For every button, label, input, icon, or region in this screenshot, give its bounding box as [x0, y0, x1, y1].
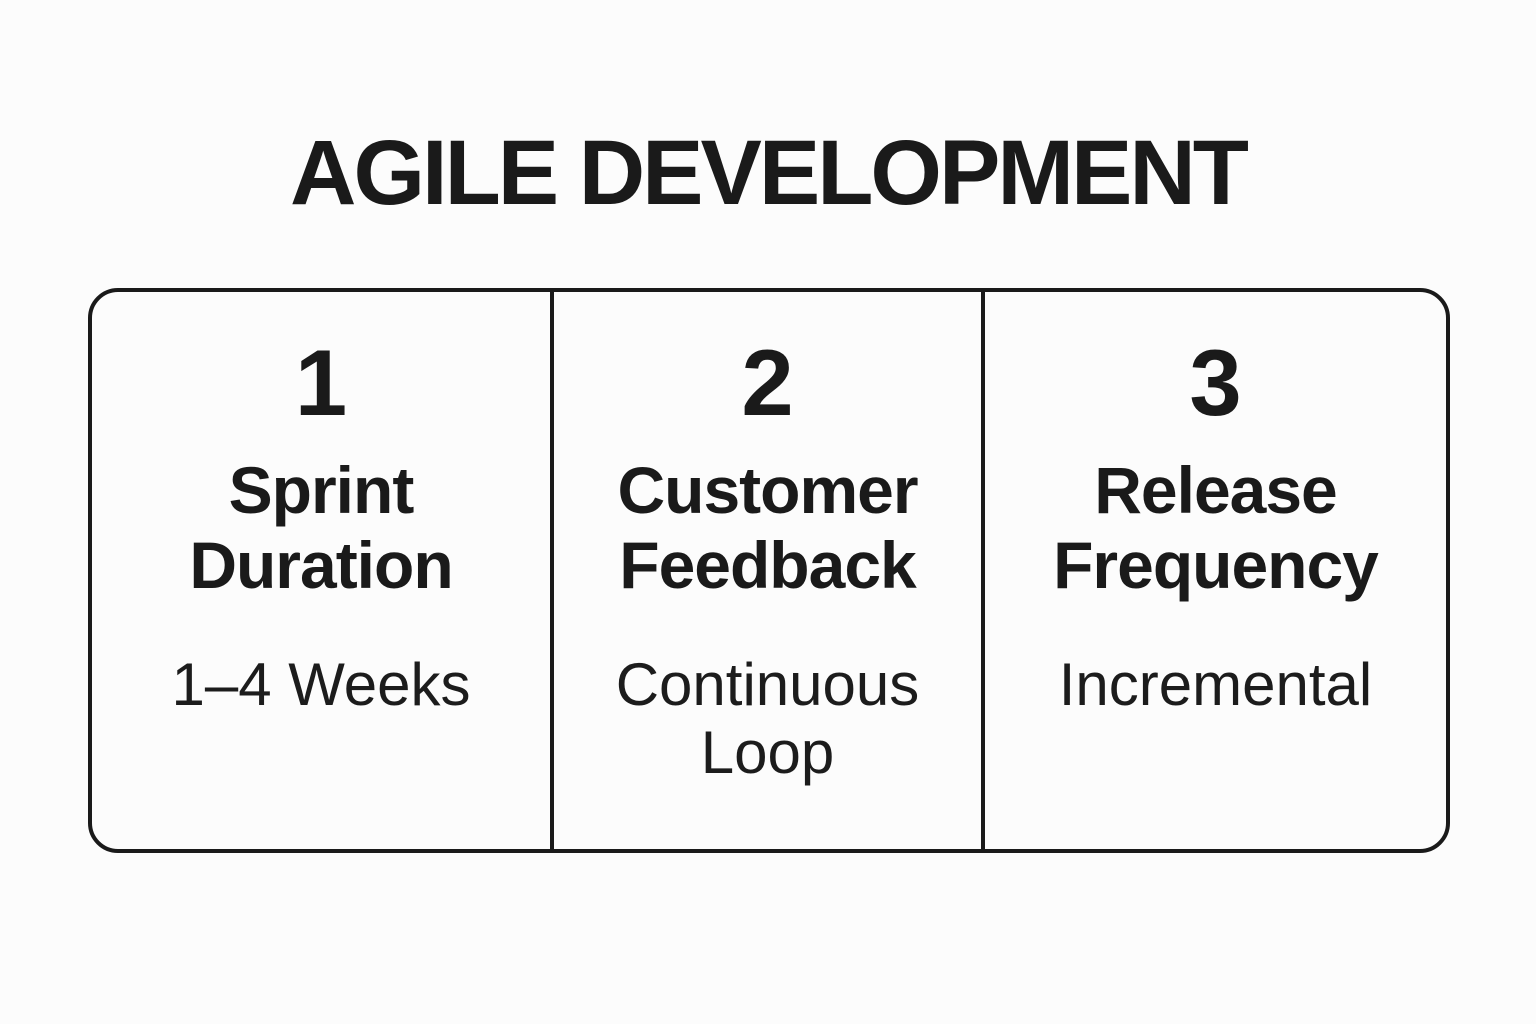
step-detail: Incremental: [1058, 651, 1373, 719]
step-card-sprint-duration: 1 Sprint Duration 1–4 Weeks: [92, 292, 550, 849]
step-heading: Release Frequency: [1053, 453, 1379, 603]
step-heading: Sprint Duration: [189, 453, 453, 603]
steps-panel: 1 Sprint Duration 1–4 Weeks 2 Customer F…: [88, 288, 1450, 853]
step-detail: 1–4 Weeks: [171, 651, 471, 719]
step-number: 3: [1189, 330, 1242, 435]
step-number: 1: [294, 330, 348, 435]
page-title: AGILE DEVELOPMENT: [290, 122, 1249, 224]
step-number: 2: [741, 330, 794, 435]
step-heading: Customer Feedback: [617, 453, 918, 603]
step-card-release-frequency: 3 Release Frequency Incremental: [981, 292, 1446, 849]
step-card-customer-feedback: 2 Customer Feedback Continuous Loop: [550, 292, 981, 849]
step-detail: Continuous Loop: [615, 651, 920, 786]
